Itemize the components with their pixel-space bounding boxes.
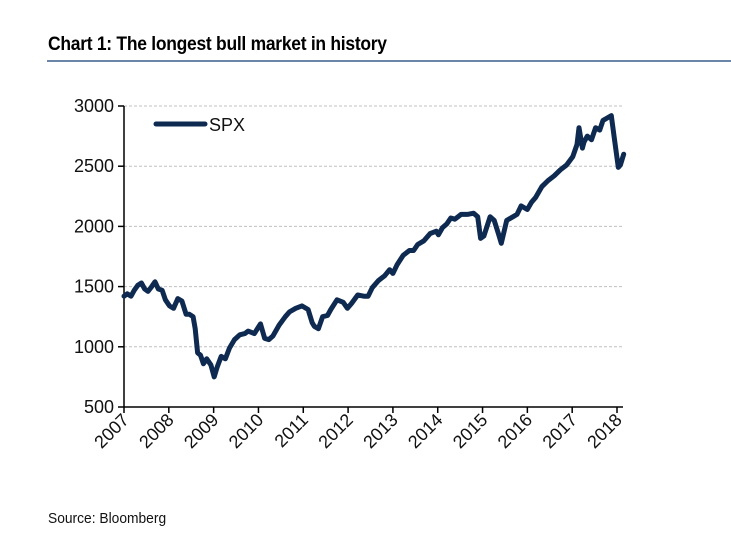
x-tick-label: 2014 xyxy=(404,410,446,452)
x-tick-label: 2018 xyxy=(583,410,625,452)
spx-chart: 500 1000 1500 2000 2500 3000 2007 2008 2009 2010… xyxy=(74,96,627,452)
x-tick-label: 2012 xyxy=(314,410,356,452)
x-tick-label: 2011 xyxy=(271,410,313,452)
x-tick-label: 2013 xyxy=(359,410,401,452)
legend-label-spx: SPX xyxy=(209,115,245,135)
y-tick-label: 1500 xyxy=(74,277,114,297)
x-tick-label: 2017 xyxy=(539,410,581,452)
y-axis: 500 1000 1500 2000 2500 3000 xyxy=(74,96,125,417)
x-axis: 2007 2008 2009 2010 2011 2012 2013 2014 2015 2016… xyxy=(90,406,626,452)
gridlines xyxy=(124,105,623,348)
y-tick-label: 2500 xyxy=(74,156,114,176)
source-note: Source: Bloomberg xyxy=(48,510,167,527)
legend: SPX xyxy=(153,115,245,135)
y-tick-label: 3000 xyxy=(74,96,114,116)
x-tick-label: 2008 xyxy=(135,410,177,452)
chart-title: Chart 1: The longest bull market in hist… xyxy=(48,34,387,55)
x-tick-label: 2016 xyxy=(494,410,536,452)
x-tick-label: 2009 xyxy=(180,410,222,452)
x-tick-label: 2015 xyxy=(449,410,491,452)
series-line-spx xyxy=(121,113,627,380)
y-tick-label: 500 xyxy=(84,397,114,417)
x-tick-label: 2010 xyxy=(225,410,267,452)
y-tick-label: 2000 xyxy=(74,216,114,236)
y-tick-label: 1000 xyxy=(74,337,114,357)
title-divider xyxy=(47,60,731,62)
